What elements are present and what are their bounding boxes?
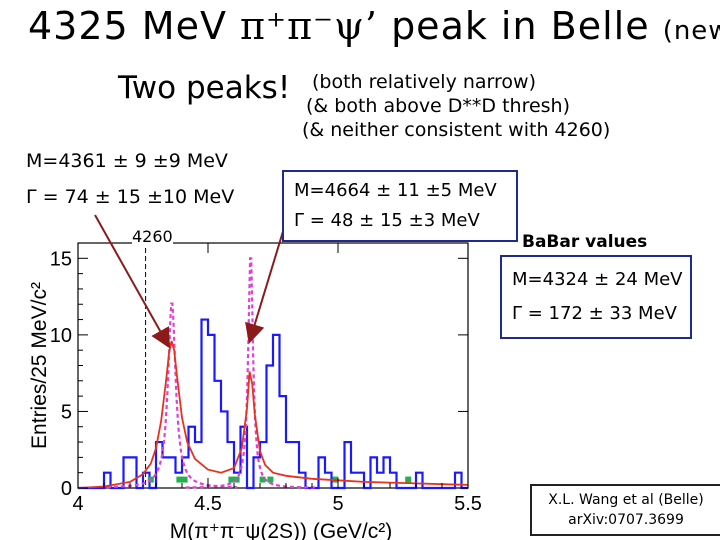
background-point — [259, 476, 266, 483]
background-point — [405, 476, 412, 483]
peak1-mass: M=4361 ± 9 ±9 MeV — [26, 150, 228, 172]
notes-block: (both relatively narrow) (& both above D… — [302, 70, 610, 142]
background-point — [267, 476, 274, 483]
slide-title: 4325 MeV π⁺π⁻ψ’ peak in Belle (new) — [28, 4, 720, 48]
babar-params-box: M=4324 ± 24 MeV Γ = 172 ± 33 MeV — [500, 255, 692, 339]
x-tick-label: 5 — [332, 493, 343, 515]
x-axis-label: M(π⁺π⁻ψ(2S)) (GeV/c²) — [170, 520, 392, 540]
y-tick-label: 15 — [50, 248, 72, 270]
x-tick-label: 5.5 — [454, 493, 482, 515]
citation-box: X.L. Wang et al (Belle) arXiv:0707.3699 — [530, 484, 720, 536]
babar-mass: M=4324 ± 24 MeV — [512, 269, 683, 290]
background-point — [181, 476, 188, 483]
fit-curve — [77, 340, 469, 489]
babar-title: BaBar values — [522, 232, 648, 252]
note-line: (both relatively narrow) — [312, 71, 536, 93]
background-point — [228, 476, 235, 483]
peak1-width: Γ = 74 ± 15 ±10 MeV — [26, 186, 235, 208]
peak2-width: Γ = 48 ± 15 ±3 MeV — [294, 210, 480, 231]
y-tick-label: 10 — [50, 325, 72, 347]
y-tick-label: 5 — [61, 401, 72, 423]
peak-curve-dashed — [106, 302, 237, 489]
y-axis-label: Entries/25 MeV/c² — [28, 282, 51, 449]
note-line: (& neither consistent with 4260) — [302, 119, 611, 141]
marker-4260-label: 4260 — [132, 227, 173, 246]
peak2-params-box: M=4664 ± 11 ±5 MeV Γ = 48 ± 15 ±3 MeV — [282, 170, 518, 242]
peak-curve-dashed — [185, 257, 316, 489]
note-line: (& both above D**D thresh) — [306, 95, 571, 117]
babar-width: Γ = 172 ± 33 MeV — [512, 303, 677, 324]
histogram-series — [78, 318, 468, 490]
x-tick-label: 4 — [72, 493, 83, 515]
arrow-peak1 — [94, 214, 170, 349]
x-tick-label: 4.5 — [194, 493, 222, 515]
headline: Two peaks! — [118, 70, 291, 106]
arrow-peak2 — [245, 214, 289, 344]
peak2-mass: M=4664 ± 11 ±5 MeV — [294, 180, 497, 201]
y-tick-label: 0 — [61, 478, 72, 500]
citation-arxiv: arXiv:0707.3699 — [568, 512, 684, 528]
background-point — [176, 476, 183, 483]
citation-authors: X.L. Wang et al (Belle) — [548, 492, 704, 508]
